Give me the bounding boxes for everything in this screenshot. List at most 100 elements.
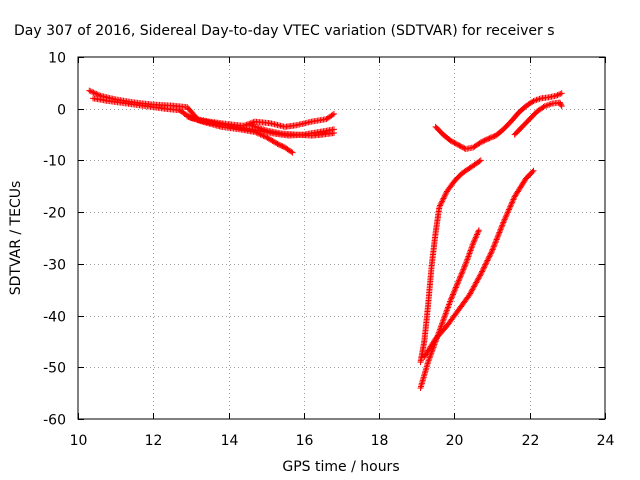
data-point [268,137,275,144]
data-point [463,259,470,266]
data-point [485,256,492,263]
data-point [554,92,561,99]
data-point [490,245,497,252]
data-point [482,136,489,143]
data-point [93,90,100,97]
data-point [330,110,337,117]
data-point [87,88,94,95]
data-point [472,234,479,241]
data-point [443,308,450,315]
data-point [449,291,456,298]
data-point [481,264,488,271]
y-tick-label: 0 [57,103,66,119]
x-tick-label: 12 [145,433,163,449]
data-point [453,283,460,290]
y-tick-label: 10 [48,51,66,67]
data-point [485,135,492,142]
data-point [483,258,490,265]
data-point [256,130,263,137]
data-point [443,307,450,314]
data-point [439,198,446,205]
data-point [329,111,336,118]
y-tick-label: -20 [43,206,66,222]
data-point [529,168,536,175]
data-point [461,263,468,270]
data-point [260,132,267,139]
data-point [452,140,459,147]
data-point [501,216,508,223]
data-series [248,122,337,139]
data-point [436,203,443,210]
data-point [438,199,445,206]
data-point [446,301,453,308]
data-point [546,101,553,108]
data-point [426,356,433,363]
data-point [463,257,470,264]
x-tick-label: 20 [446,433,464,449]
data-point [475,227,482,234]
data-point [86,87,93,94]
data-point [457,273,464,280]
data-point [490,133,497,140]
data-point [480,138,487,145]
data-point [474,230,481,237]
data-point [427,353,434,360]
data-point [275,141,282,148]
data-point [257,131,264,138]
data-point [445,302,452,309]
data-point [271,139,278,146]
data-point [478,269,485,276]
data-point [261,133,268,140]
data-point [467,247,474,254]
data-point [458,143,465,150]
data-series [511,99,565,138]
data-point [496,228,503,235]
y-tick-label: -10 [43,154,66,170]
data-point [487,252,494,259]
x-tick-label: 24 [597,433,615,449]
data-point [269,137,276,144]
data-point [289,149,296,156]
data-point [279,143,286,150]
y-tick-label: -60 [43,413,66,429]
chart-title: Day 307 of 2016, Sidereal Day-to-day VTE… [14,23,555,39]
data-point [441,314,448,321]
data-point [440,317,447,324]
data-point [274,140,281,147]
data-point [425,357,432,364]
data-point [499,220,506,227]
data-point [456,274,463,281]
data-point [510,196,517,203]
data-point [473,232,480,239]
data-point [242,122,249,129]
data-point [498,225,505,232]
data-point [442,191,449,198]
data-point [481,137,488,144]
data-point [468,246,475,253]
data-point [499,222,506,229]
data-point [458,270,465,277]
data-point [558,90,565,97]
data-point [426,354,433,361]
data-point [438,322,445,329]
data-point [243,121,250,128]
plot-area-frame [77,56,606,420]
y-tick-label: -40 [43,310,66,326]
data-point [452,284,459,291]
data-point [442,310,449,317]
data-point [466,250,473,257]
data-point [491,242,498,249]
data-point [511,195,518,202]
data-point [476,140,483,147]
data-point [454,281,461,288]
data-series [184,113,296,156]
data-point [489,246,496,253]
data-point [469,241,476,248]
data-point [477,272,484,279]
data-point [459,267,466,274]
data-point [500,218,507,225]
data-point [470,240,477,247]
data-point [440,316,447,323]
data-point [441,194,448,201]
data-point [495,232,502,239]
